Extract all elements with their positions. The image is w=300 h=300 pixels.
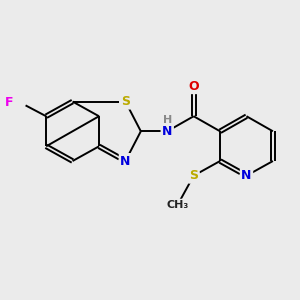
Text: F: F (5, 96, 14, 109)
Text: O: O (188, 80, 199, 93)
Text: CH₃: CH₃ (167, 200, 189, 210)
Text: N: N (162, 125, 172, 138)
Text: S: S (121, 95, 130, 108)
Text: H: H (163, 115, 172, 124)
Text: N: N (120, 154, 130, 167)
Text: N: N (241, 169, 252, 182)
Text: S: S (189, 169, 198, 182)
